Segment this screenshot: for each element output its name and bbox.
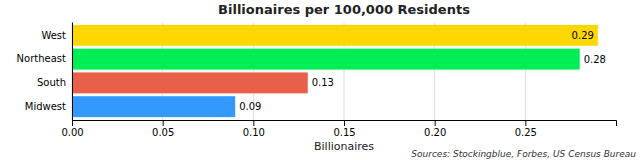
tick: Northeast [17, 53, 72, 64]
x-axis: 0.00 0.05 0.10 0.15 0.20 0.25 [61, 120, 616, 138]
tick-label: 0.20 [424, 127, 446, 138]
tick: West [41, 30, 72, 41]
data-labels: 0.09 0.13 0.28 0.29 [239, 30, 606, 112]
tick: 0.20 [424, 120, 446, 138]
tick-label: 0.00 [61, 127, 83, 138]
tick-mark [163, 120, 164, 126]
data-label: 0.09 [239, 101, 261, 112]
chart: Billionaires per 100,000 Residents0.000.… [0, 0, 640, 160]
tick-label: South [37, 77, 66, 88]
axis-line [72, 23, 73, 121]
tick: 0.00 [61, 120, 83, 138]
tick-mark [435, 120, 436, 126]
bar [72, 96, 235, 117]
axis-line [73, 121, 617, 127]
tick-label: 0.10 [243, 127, 265, 138]
tick: 0.15 [333, 120, 355, 138]
tick-label: Midwest [25, 101, 66, 112]
tick-label: West [41, 30, 66, 41]
data-label: 0.28 [584, 54, 606, 65]
tick: South [37, 77, 72, 88]
y-axis: Midwest South Northeast West [17, 23, 73, 121]
tick: 0.10 [243, 120, 265, 138]
data-label: 0.29 [572, 30, 594, 41]
bars [72, 25, 598, 117]
x-axis-title: Billionaires [314, 140, 374, 153]
tick-mark [72, 120, 73, 126]
tick: 0.25 [515, 120, 537, 138]
tick-label: 0.05 [152, 127, 174, 138]
grid-line [72, 22, 73, 120]
tick-mark [525, 120, 526, 126]
data-label: 0.13 [312, 77, 334, 88]
bar [72, 72, 308, 93]
tick-label: 0.25 [515, 127, 537, 138]
plot: 0.00 0.05 0.10 0.15 0.20 0.25 Midwest South Nort… [17, 22, 617, 138]
tick-mark [344, 120, 345, 126]
annotation: Sources: Stockingblue, Forbes, US Census… [411, 149, 636, 159]
tick-label: Northeast [17, 53, 66, 64]
bar [72, 49, 580, 70]
title: Billionaires per 100,000 Residents [218, 2, 470, 17]
tick: 0.05 [152, 120, 174, 138]
bar [72, 25, 598, 46]
tick-mark [253, 120, 254, 126]
tick: Midwest [25, 101, 72, 112]
tick-label: 0.15 [333, 127, 355, 138]
